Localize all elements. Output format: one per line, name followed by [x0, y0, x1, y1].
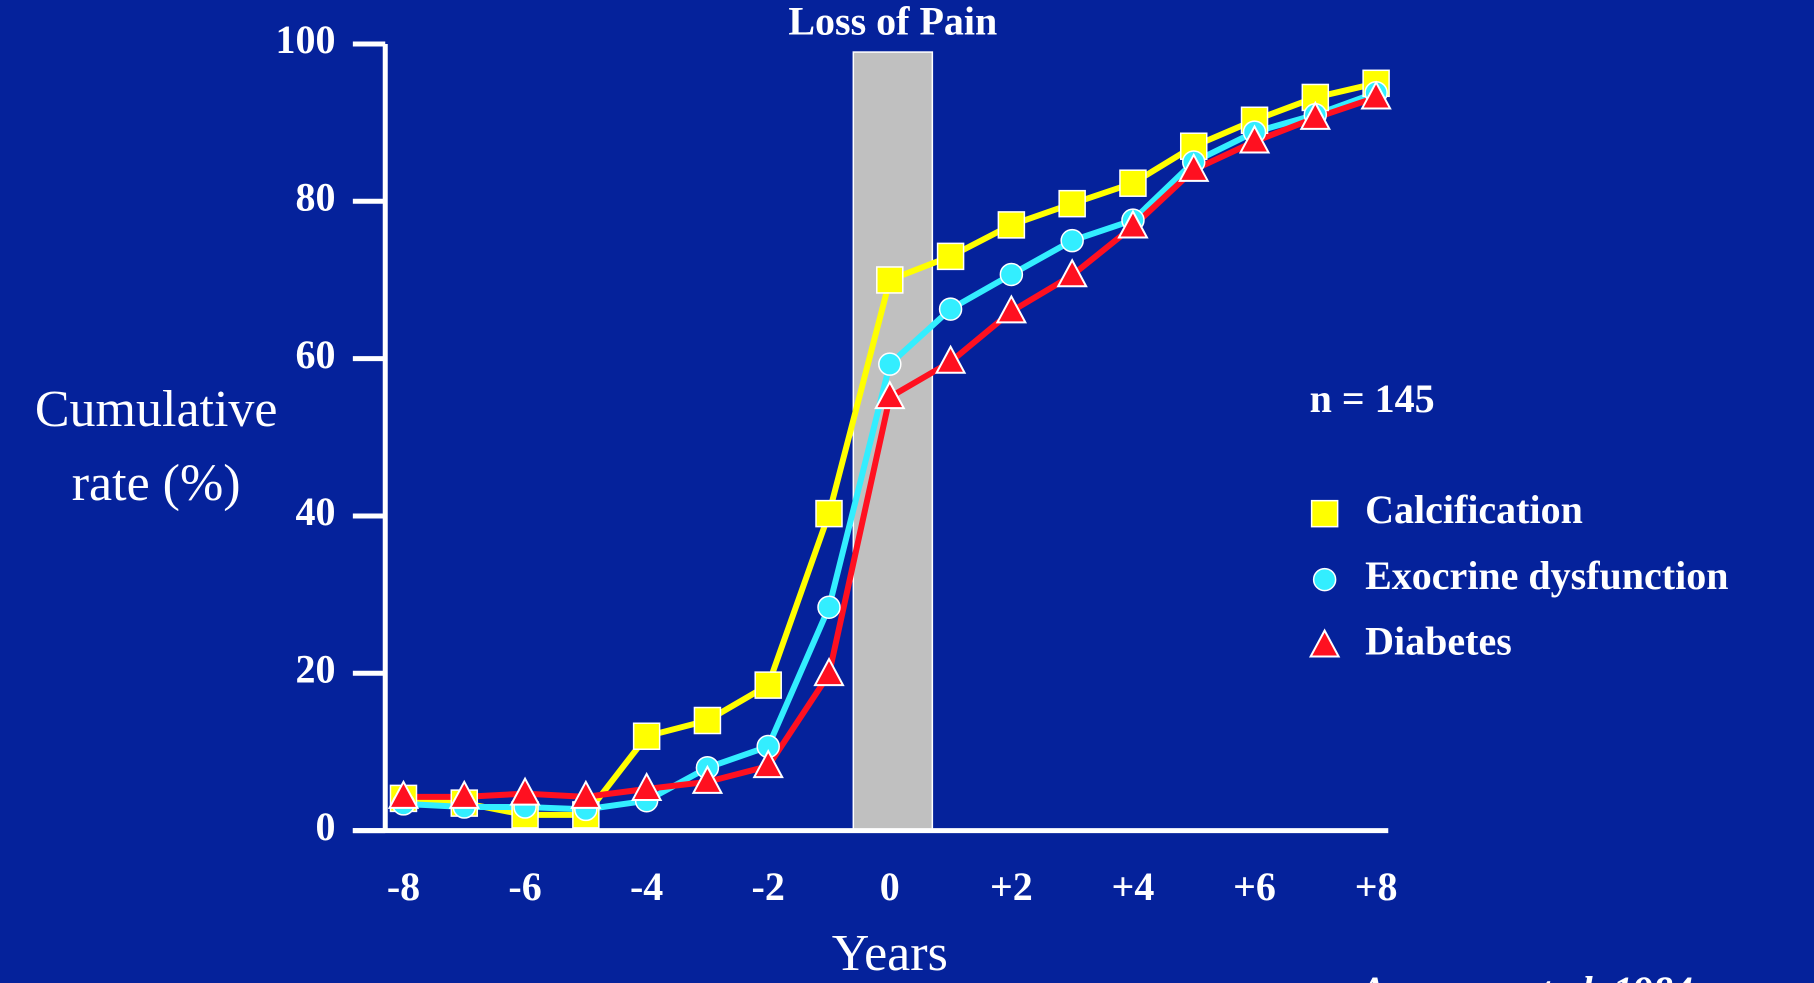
y-tick-label: 0 [315, 804, 335, 849]
data-point [1238, 124, 1271, 154]
x-tick-label: +2 [990, 864, 1033, 909]
legend-label: Exocrine dysfunction [1365, 553, 1728, 598]
y-tick-label: 100 [275, 17, 335, 62]
data-point [387, 779, 420, 809]
data-point [754, 671, 782, 699]
x-tick-label: -8 [387, 864, 420, 909]
data-point [752, 749, 784, 779]
legend-marker [1310, 499, 1339, 528]
y-tick-label: 80 [295, 174, 335, 219]
x-tick-label: -6 [508, 864, 541, 909]
annotation: n = 145 [1310, 376, 1435, 421]
shade-band [852, 51, 934, 832]
x-tick-label: +4 [1112, 864, 1155, 909]
y-tick-label: 20 [295, 646, 335, 691]
legend-label: Calcification [1365, 487, 1583, 532]
data-point [936, 242, 965, 271]
data-point [876, 266, 904, 294]
data-point [997, 211, 1026, 239]
y-axis-label: rate (%) [72, 455, 241, 512]
data-point [934, 344, 967, 374]
legend-label: Diabetes [1365, 619, 1512, 664]
data-point [938, 297, 963, 321]
data-point [1299, 100, 1331, 130]
shade-label: Loss of Pain [788, 0, 997, 44]
data-point [1056, 258, 1088, 288]
data-point [448, 779, 480, 809]
data-point [1058, 189, 1086, 218]
x-tick-label: -2 [752, 864, 785, 909]
x-tick-label: -4 [630, 864, 663, 909]
legend-marker [1312, 567, 1337, 592]
data-point [691, 764, 724, 794]
data-point [630, 771, 663, 801]
data-point [570, 779, 602, 809]
x-tick-label: +8 [1355, 864, 1398, 909]
data-point [632, 722, 661, 750]
data-point [1060, 228, 1084, 253]
data-point [817, 595, 841, 619]
data-point [874, 380, 906, 410]
y-tick-label: 60 [295, 332, 335, 377]
data-point [1117, 209, 1149, 239]
data-point [878, 352, 902, 376]
y-tick-label: 40 [295, 489, 335, 534]
data-point [999, 262, 1024, 287]
y-axis-label: Cumulative [35, 381, 278, 438]
data-point [1360, 80, 1392, 110]
legend-marker [1308, 628, 1341, 658]
data-point [813, 656, 845, 687]
data-point [815, 499, 843, 528]
data-point [693, 706, 722, 735]
data-point [995, 294, 1028, 324]
x-axis-label: Years [832, 925, 948, 982]
data-point [509, 776, 541, 806]
x-tick-label: +6 [1233, 864, 1276, 909]
x-tick-label: 0 [880, 864, 900, 909]
data-point [1119, 169, 1147, 197]
footnote: Ammann et al. 1984 [1356, 968, 1692, 983]
data-point [1178, 152, 1210, 182]
